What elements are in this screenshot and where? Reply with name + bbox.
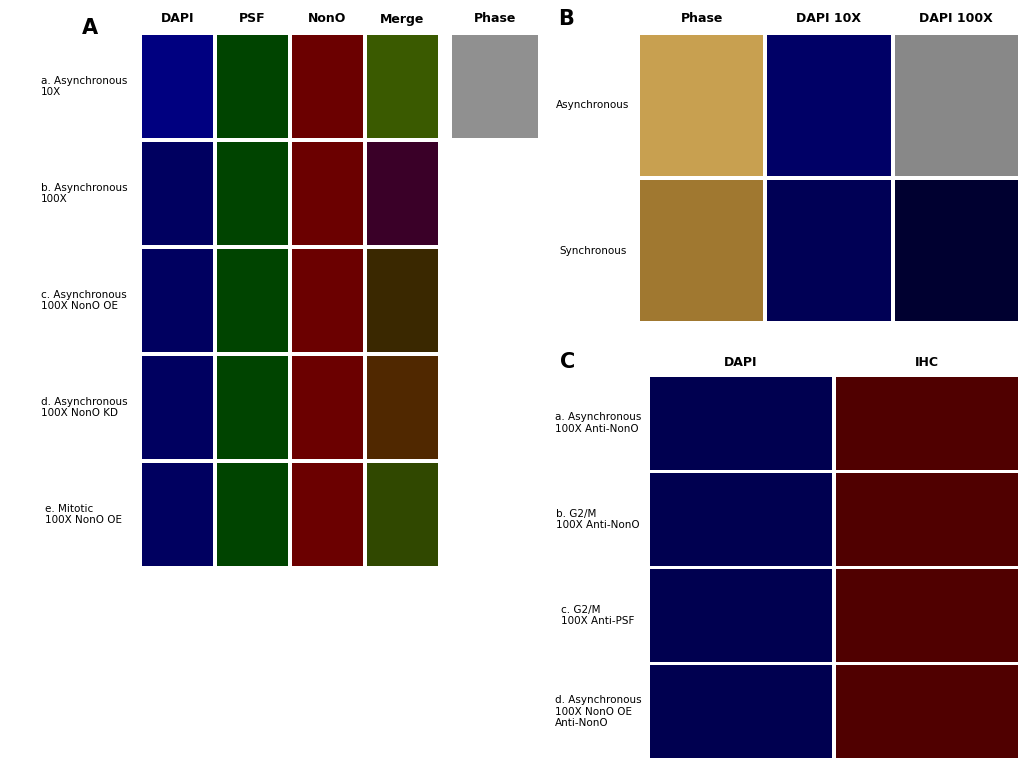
Text: Phase: Phase (680, 12, 722, 25)
Text: d. Asynchronous
100X NonO OE
Anti-NonO: d. Asynchronous 100X NonO OE Anti-NonO (554, 695, 641, 728)
Text: e. Mitotic
100X NonO OE: e. Mitotic 100X NonO OE (46, 503, 122, 526)
Text: IHC: IHC (914, 356, 938, 369)
Text: Merge: Merge (380, 12, 424, 25)
Text: DAPI 100X: DAPI 100X (918, 12, 993, 25)
Text: b. Asynchronous
100X: b. Asynchronous 100X (41, 183, 127, 204)
Text: A: A (82, 18, 98, 38)
Text: b. G2/M
100X Anti-NonO: b. G2/M 100X Anti-NonO (555, 509, 639, 530)
Text: a. Asynchronous
100X Anti-NonO: a. Asynchronous 100X Anti-NonO (554, 412, 641, 434)
Text: C: C (559, 353, 575, 373)
Text: PSF: PSF (238, 12, 266, 25)
Text: Synchronous: Synchronous (558, 246, 626, 256)
Text: Asynchronous: Asynchronous (555, 100, 629, 110)
Text: d. Asynchronous
100X NonO KD: d. Asynchronous 100X NonO KD (41, 397, 127, 418)
Text: a. Asynchronous
10X: a. Asynchronous 10X (41, 76, 127, 97)
Text: B: B (557, 9, 574, 29)
Text: c. G2/M
100X Anti-PSF: c. G2/M 100X Anti-PSF (560, 605, 634, 627)
Text: c. Asynchronous
100X NonO OE: c. Asynchronous 100X NonO OE (41, 290, 126, 311)
Text: NonO: NonO (308, 12, 346, 25)
Text: Phase: Phase (474, 12, 516, 25)
Text: DAPI 10X: DAPI 10X (796, 12, 861, 25)
Text: DAPI: DAPI (161, 12, 194, 25)
Text: DAPI: DAPI (723, 356, 757, 369)
